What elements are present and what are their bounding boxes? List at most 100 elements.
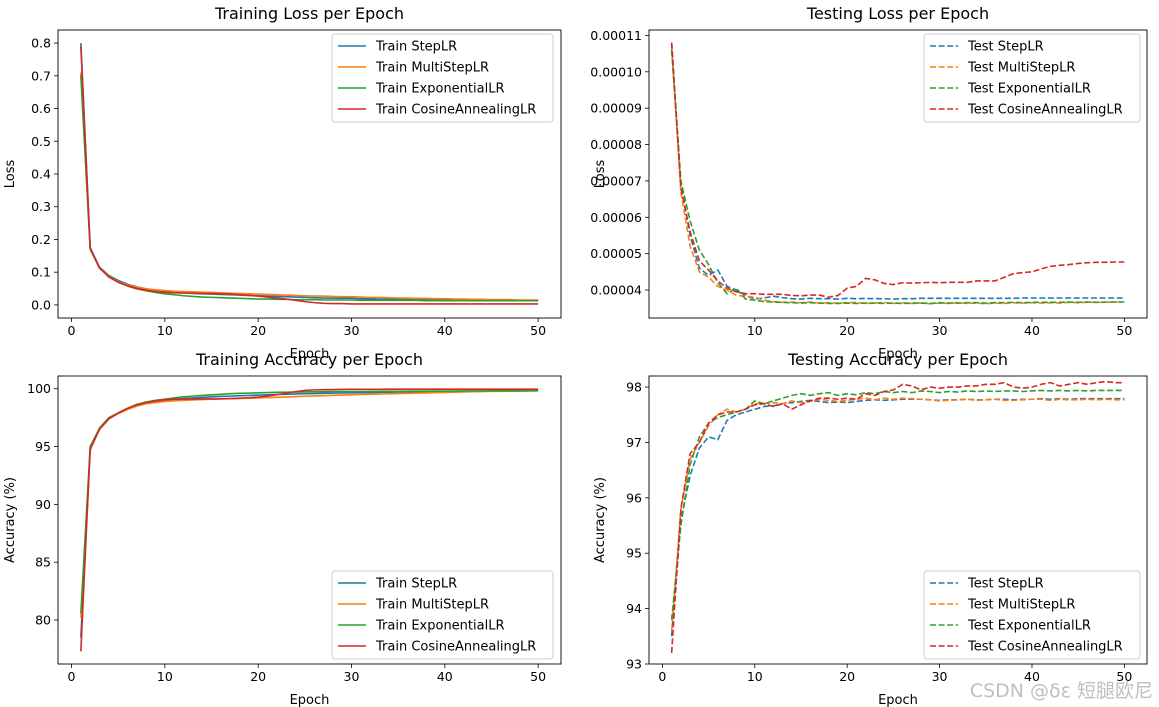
legend-label: Train CosineAnnealingLR [375,103,536,118]
series-group [670,42,1125,305]
series-line [80,388,539,652]
legend-box [331,33,554,123]
axes-frame [648,29,1148,319]
x-tick-label: 40 [1024,323,1040,338]
legend: Train StepLR Train MultiStepLR Train Expon… [331,33,554,123]
chart-title: Testing Accuracy per Epoch [787,350,1008,369]
legend-label: Test StepLR [967,40,1044,55]
x-tick-label: 0 [68,323,76,338]
y-tick-label: 85 [35,555,51,570]
series-line [670,397,1125,631]
y-tick-label: 96 [626,490,642,505]
x-tick-label: 20 [839,323,855,338]
x-tick-label: 10 [157,323,173,338]
x-tick-label: 30 [344,669,360,684]
x-tick-label: 10 [747,323,763,338]
legend: Train StepLR Train MultiStepLR Train Expon… [331,570,554,660]
legend-label: Test ExponentialLR [967,82,1091,97]
series-line [670,49,1125,305]
x-tick-label: 30 [932,323,948,338]
legend-label: Train MultiStepLR [375,61,489,76]
legend-label: Test ExponentialLR [967,619,1091,634]
series-line [80,390,539,618]
x-tick-label: 20 [839,669,855,684]
x-tick-label: 10 [747,669,763,684]
legend-label: Test CosineAnnealingLR [967,640,1123,655]
y-tick-label: 0.00004 [590,283,642,298]
x-axis-label: Epoch [878,347,918,362]
legend-label: Train StepLR [375,40,457,55]
axes-frame [648,375,1148,665]
watermark: CSDN @δε 短腿欧尼 [969,680,1153,702]
y-tick-label: 0.00007 [590,173,642,188]
legend-label: Train StepLR [375,577,457,592]
x-tick-label: 50 [1116,323,1132,338]
y-tick-label: 0.8 [31,36,51,51]
x-tick-label: 40 [437,669,453,684]
x-tick-label: 50 [1116,669,1132,684]
y-tick-label: 0.4 [31,167,51,182]
axes-frame [57,29,562,319]
legend-label: Test StepLR [967,577,1044,592]
y-tick-label: 94 [626,601,642,616]
chart-title: Training Loss per Epoch [214,4,404,23]
y-tick-label: 80 [35,613,51,628]
y-tick-label: 0.2 [31,232,51,247]
y-tick-label: 0.1 [31,265,51,280]
series-line [670,397,1125,637]
legend: Test StepLR Test MultiStepLR Test Exponent… [923,33,1141,123]
axes-frame [57,375,562,665]
chart-panel-1: Training Loss per Epoch 0 10 20 30 40 50 0.0 0.1… [3,4,562,362]
y-tick-label: 0.0 [31,297,51,312]
y-axis-label: Loss [593,160,608,189]
series-line [670,42,1125,299]
y-tick-label: 0.5 [31,134,51,149]
legend-label: Train ExponentialLR [375,619,504,634]
x-tick-label: 40 [437,323,453,338]
x-tick-label: 10 [157,669,173,684]
legend-label: Train CosineAnnealingLR [375,640,536,655]
series-line [80,75,539,302]
x-tick-label: 30 [932,669,948,684]
legend: Test StepLR Test MultiStepLR Test Exponent… [923,570,1141,660]
y-tick-label: 0.3 [31,199,51,214]
y-tick-label: 0.00005 [590,246,642,261]
x-axis-label: Epoch [878,693,918,707]
x-tick-label: 20 [250,323,266,338]
series-line [80,72,539,301]
y-tick-label: 93 [626,657,642,672]
y-tick-label: 0.00011 [590,28,642,43]
y-tick-label: 0.7 [31,68,51,83]
y-tick-label: 100 [27,381,51,396]
x-tick-label: 50 [530,323,546,338]
y-tick-label: 95 [35,439,51,454]
y-axis-label: Accuracy (%) [3,477,18,563]
series-group [80,43,539,305]
legend-label: Train MultiStepLR [375,598,489,613]
series-line [670,380,1125,653]
y-axis-label: Accuracy (%) [593,477,608,563]
x-tick-label: 40 [1024,669,1040,684]
legend-box [923,33,1141,123]
legend-label: Test MultiStepLR [967,598,1075,613]
x-tick-label: 0 [68,669,76,684]
legend-label: Train ExponentialLR [375,82,504,97]
y-axis-label: Loss [3,160,18,189]
y-tick-label: 0.00006 [590,210,642,225]
x-tick-label: 0 [658,669,666,684]
chart-panel-3: Training Accuracy per Epoch 0 10 20 30 40 50 80… [3,350,562,707]
chart-title: Training Accuracy per Epoch [195,350,423,369]
y-tick-label: 0.00010 [590,64,642,79]
x-axis-label: Epoch [290,347,330,362]
x-axis-label: Epoch [290,693,330,707]
y-tick-label: 0.00008 [590,137,642,152]
x-tick-label: 20 [250,669,266,684]
chart-panel-4: Testing Accuracy per Epoch 0 10 20 30 40 50 93 9… [593,350,1148,707]
y-tick-label: 90 [35,497,51,512]
legend-box [923,570,1141,660]
series-group [80,388,539,652]
series-group [670,380,1125,653]
y-tick-label: 95 [626,546,642,561]
legend-label: Test MultiStepLR [967,61,1075,76]
